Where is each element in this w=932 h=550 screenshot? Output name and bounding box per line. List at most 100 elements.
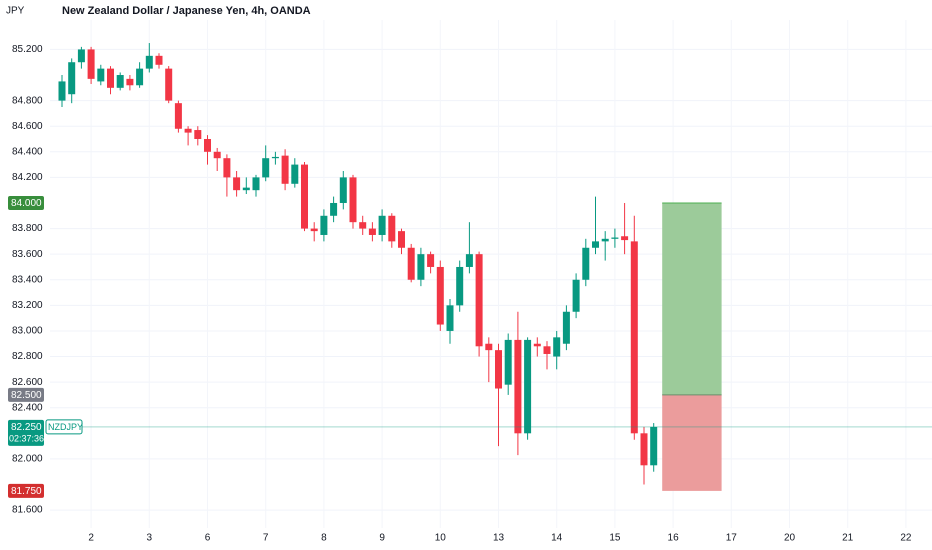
candle-body bbox=[339, 177, 347, 203]
y-tick-label: 82.800 bbox=[12, 351, 43, 362]
candle-body bbox=[465, 254, 473, 267]
target-label-box bbox=[8, 195, 44, 210]
entry-label: 82.500 bbox=[11, 390, 42, 401]
x-tick-label: 10 bbox=[435, 533, 447, 544]
candle-body bbox=[611, 237, 619, 239]
candle-body bbox=[271, 156, 279, 159]
y-tick-label: 83.000 bbox=[12, 326, 43, 337]
stop-label: 81.750 bbox=[11, 486, 42, 497]
candle-body bbox=[456, 266, 464, 306]
candle-body bbox=[398, 231, 405, 248]
candle-body bbox=[68, 62, 76, 95]
candle-body bbox=[621, 236, 629, 241]
x-tick-label: 14 bbox=[551, 533, 563, 544]
x-tick-label: 2 bbox=[88, 533, 94, 544]
grid bbox=[50, 20, 932, 528]
candle-body bbox=[116, 75, 124, 88]
y-tick-label: 84.400 bbox=[12, 146, 43, 157]
candle-body bbox=[533, 343, 541, 347]
candle-body bbox=[291, 164, 299, 184]
candle-body bbox=[301, 164, 308, 229]
candle-body bbox=[592, 241, 599, 248]
candle-body bbox=[174, 103, 182, 129]
y-tick-label: 84.800 bbox=[12, 95, 43, 106]
candle-body bbox=[640, 433, 648, 466]
candle-body bbox=[582, 247, 590, 280]
x-tick-label: 6 bbox=[205, 533, 211, 544]
candle-body bbox=[136, 68, 144, 86]
x-tick-label: 21 bbox=[842, 533, 854, 544]
candle-body bbox=[252, 177, 260, 191]
x-tick-label: 3 bbox=[147, 533, 153, 544]
candle-body bbox=[504, 339, 512, 385]
countdown: 02:37:36 bbox=[9, 433, 44, 443]
profit-zone bbox=[662, 202, 722, 395]
x-tick-label: 15 bbox=[609, 533, 621, 544]
x-tick-label: 7 bbox=[263, 533, 269, 544]
candle-body bbox=[601, 238, 609, 242]
candle-body bbox=[359, 222, 367, 229]
x-tick-label: 20 bbox=[784, 533, 796, 544]
x-tick-label: 17 bbox=[726, 533, 738, 544]
candle-body bbox=[630, 241, 638, 434]
y-tick-label: 83.600 bbox=[12, 249, 43, 260]
y-tick-label: 83.800 bbox=[12, 223, 43, 234]
candle-body bbox=[417, 254, 425, 280]
current-price-box bbox=[8, 419, 44, 446]
y-tick-label: 82.000 bbox=[12, 454, 43, 465]
candle-body bbox=[310, 228, 318, 232]
x-tick-label: 9 bbox=[379, 533, 385, 544]
candle-body bbox=[126, 78, 134, 86]
candle-body bbox=[320, 215, 328, 235]
entry-label-box bbox=[8, 387, 44, 402]
candle-body bbox=[495, 350, 502, 389]
chart-title: New Zealand Dollar / Japanese Yen, 4h, O… bbox=[62, 5, 311, 17]
candle-body bbox=[145, 55, 153, 69]
candle-body bbox=[204, 139, 211, 152]
y-tick-label: 85.200 bbox=[12, 44, 43, 55]
candle-body bbox=[194, 130, 202, 140]
candle-body bbox=[184, 128, 192, 133]
candle-body bbox=[650, 426, 658, 466]
symbol-label: NZDJPY bbox=[48, 422, 83, 432]
candle-body bbox=[475, 254, 483, 347]
y-tick-label: 83.200 bbox=[12, 300, 43, 311]
candle-body bbox=[58, 81, 66, 101]
candle-body bbox=[368, 228, 376, 235]
current-price-label: 82.250 bbox=[11, 422, 42, 433]
candle-body bbox=[223, 158, 231, 178]
candle-body bbox=[446, 305, 454, 331]
target-label: 84.000 bbox=[11, 198, 42, 209]
candle-body bbox=[514, 339, 522, 434]
candle-body bbox=[262, 158, 270, 178]
candle-body bbox=[553, 337, 561, 357]
symbol-box bbox=[45, 419, 83, 435]
loss-zone bbox=[662, 394, 722, 491]
candle-body bbox=[485, 343, 493, 351]
marks bbox=[50, 43, 932, 491]
x-tick-label: 16 bbox=[668, 533, 680, 544]
y-tick-label: 84.600 bbox=[12, 121, 43, 132]
candle-body bbox=[165, 68, 173, 101]
candle-body bbox=[427, 254, 435, 267]
candle-body bbox=[155, 55, 163, 65]
candle-body bbox=[281, 155, 289, 184]
y-tick-label: 83.400 bbox=[12, 274, 43, 285]
y-tick-label: 81.600 bbox=[12, 505, 43, 516]
stop-label-box bbox=[8, 483, 44, 498]
candle-body bbox=[87, 49, 95, 79]
candle-body bbox=[524, 339, 532, 434]
candle-body bbox=[242, 187, 250, 191]
candle-body bbox=[543, 346, 551, 354]
candle-body bbox=[562, 311, 570, 344]
y-tick-label: 82.400 bbox=[12, 402, 43, 413]
x-tick-label: 22 bbox=[900, 533, 912, 544]
y-tick-label: 84.200 bbox=[12, 172, 43, 183]
currency-label: JPY bbox=[6, 6, 25, 17]
x-tick-label: 8 bbox=[321, 533, 327, 544]
labels: 85.200 84.800 84.600 84.400 84.200 83.800 83.6… bbox=[8, 44, 912, 544]
candle-body bbox=[77, 49, 85, 63]
candle-body bbox=[213, 151, 221, 159]
candle-body bbox=[97, 68, 105, 82]
